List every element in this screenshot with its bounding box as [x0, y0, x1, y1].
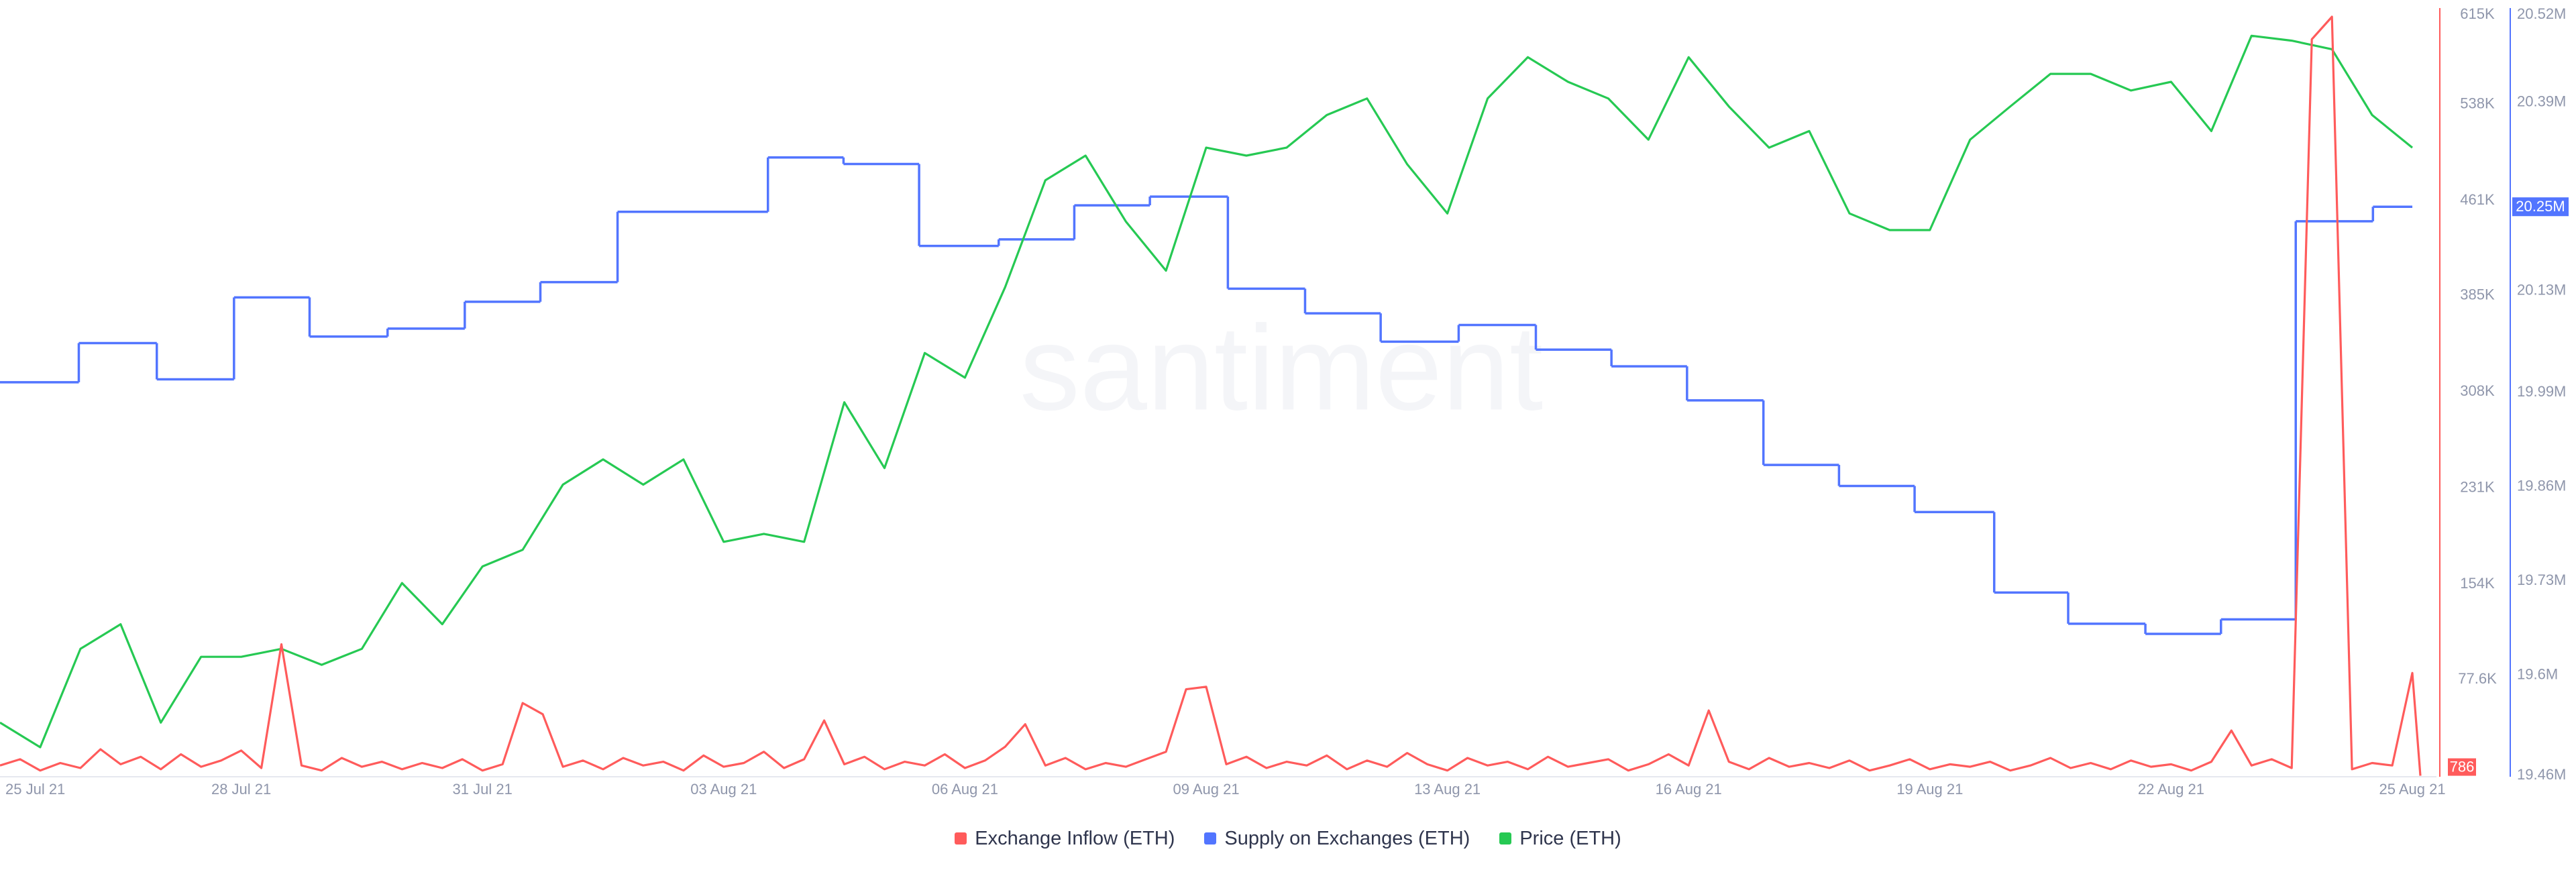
value-label: 20.25M — [2516, 198, 2565, 215]
legend-swatch — [1204, 832, 1217, 844]
watermark: santiment — [1020, 301, 1543, 436]
legend-swatch — [1499, 832, 1512, 844]
y-tick-label: 77.6K — [2458, 670, 2497, 687]
y2-tick-label: 20.13M — [2517, 281, 2566, 298]
y-tick-label: 231K — [2460, 478, 2495, 495]
x-tick-label: 25 Aug 21 — [2379, 781, 2445, 798]
series-line — [0, 34, 2414, 749]
y-tick-label: 385K — [2460, 286, 2495, 303]
x-tick-label: 31 Jul 21 — [453, 781, 513, 798]
chart: santiment 25 Jul 21 28 Jul 21 31 Jul 21 03 … — [0, 5, 2569, 798]
legend-label: Exchange Inflow (ETH) — [975, 827, 1175, 849]
x-tick-label: 22 Aug 21 — [2138, 781, 2204, 798]
x-tick-label: 13 Aug 21 — [1414, 781, 1481, 798]
legend-swatch — [955, 832, 967, 844]
value-label: 786 — [2450, 758, 2475, 775]
y-tick-label: 461K — [2460, 191, 2495, 208]
value-badge — [2448, 758, 2476, 776]
x-tick-label: 25 Jul 21 — [5, 781, 65, 798]
y2-tick-label: 19.6M — [2517, 665, 2558, 682]
y-tick-label: 154K — [2460, 575, 2495, 592]
x-tick-label: 03 Aug 21 — [690, 781, 757, 798]
x-tick-label: 28 Jul 21 — [211, 781, 271, 798]
y-tick-label: 308K — [2460, 382, 2495, 399]
y2-tick-label: 19.86M — [2517, 477, 2566, 494]
legend-item[interactable]: Price (ETH) — [1499, 828, 1621, 850]
y2-tick-label: 19.46M — [2517, 766, 2566, 783]
legend-label: Price (ETH) — [1519, 827, 1621, 849]
legend-item[interactable]: Supply on Exchanges (ETH) — [1204, 828, 1470, 850]
y2-tick-label: 20.52M — [2517, 5, 2566, 22]
series-line — [0, 15, 2422, 776]
legend-label: Supply on Exchanges (ETH) — [1224, 827, 1470, 849]
x-tick-label: 19 Aug 21 — [1896, 781, 1963, 798]
y2-tick-label: 19.73M — [2517, 571, 2566, 588]
x-tick-label: 06 Aug 21 — [932, 781, 998, 798]
legend: Exchange Inflow (ETH) Supply on Exchanges… — [0, 822, 2576, 855]
y2-tick-label: 20.39M — [2517, 93, 2566, 109]
y-tick-label: 538K — [2460, 95, 2495, 111]
y2-tick-label: 19.99M — [2517, 383, 2566, 400]
legend-item[interactable]: Exchange Inflow (ETH) — [955, 828, 1175, 850]
x-tick-label: 09 Aug 21 — [1173, 781, 1239, 798]
y-tick-label: 615K — [2460, 5, 2495, 22]
value-badge — [2512, 197, 2569, 217]
x-tick-label: 16 Aug 21 — [1656, 781, 1722, 798]
